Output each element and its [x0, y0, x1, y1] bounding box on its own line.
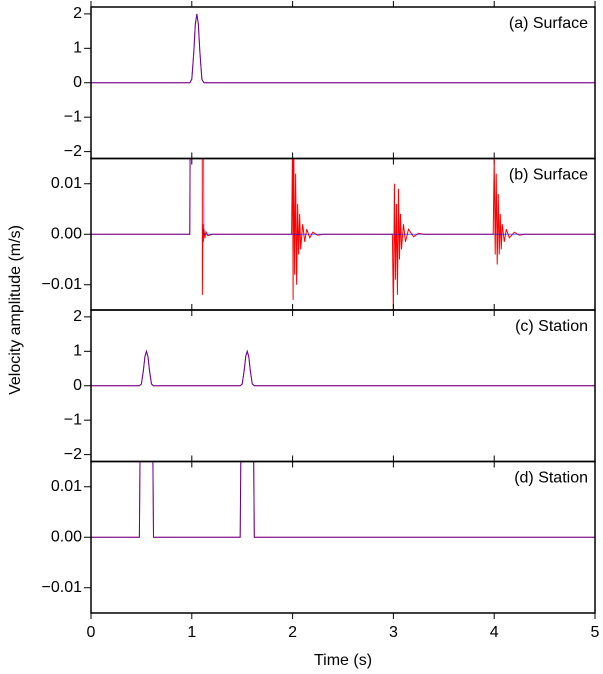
x-tick-label: 0: [87, 624, 96, 641]
y-tick-label: 0: [73, 74, 82, 91]
panel-title: (a) Surface: [509, 15, 588, 32]
y-tick-label: 2: [73, 308, 82, 325]
trace: [91, 13, 595, 84]
x-axis-label: Time (s): [314, 652, 372, 669]
y-tick-label: 0.01: [51, 175, 82, 192]
y-tick-label: −2: [64, 143, 82, 160]
y-tick-label: −1: [64, 108, 82, 125]
y-tick-label: 0.00: [51, 528, 82, 545]
panel-plot: [91, 13, 595, 84]
y-tick-label: 0.01: [51, 478, 82, 495]
trace: [91, 158, 595, 310]
y-axis-label: Velocity amplitude (m/s): [7, 225, 24, 395]
x-tick-label: 1: [187, 624, 196, 641]
x-tick-label: 3: [389, 624, 398, 641]
x-tick-label: 4: [490, 624, 499, 641]
panel-plot: [91, 349, 595, 387]
y-tick-label: 1: [73, 40, 82, 57]
trace: [91, 349, 595, 387]
panel-title: (c) Station: [515, 318, 588, 335]
y-tick-label: −2: [64, 446, 82, 463]
y-tick-label: 1: [73, 343, 82, 360]
panel-plot: [91, 461, 595, 538]
panel-title: (b) Surface: [509, 167, 588, 184]
x-tick-label: 2: [288, 624, 297, 641]
trace: [91, 461, 595, 538]
panel-title: (d) Station: [514, 470, 588, 487]
trace: [91, 158, 595, 235]
y-tick-label: 0: [73, 377, 82, 394]
y-tick-label: −0.01: [42, 276, 83, 293]
trace: [91, 349, 595, 387]
y-tick-label: 0.00: [51, 225, 82, 242]
y-tick-label: −1: [64, 411, 82, 428]
trace: [91, 461, 595, 538]
x-tick-label: 5: [591, 624, 600, 641]
y-tick-label: 2: [73, 5, 82, 22]
y-tick-label: −0.01: [42, 579, 83, 596]
panel-plot: [91, 158, 595, 310]
